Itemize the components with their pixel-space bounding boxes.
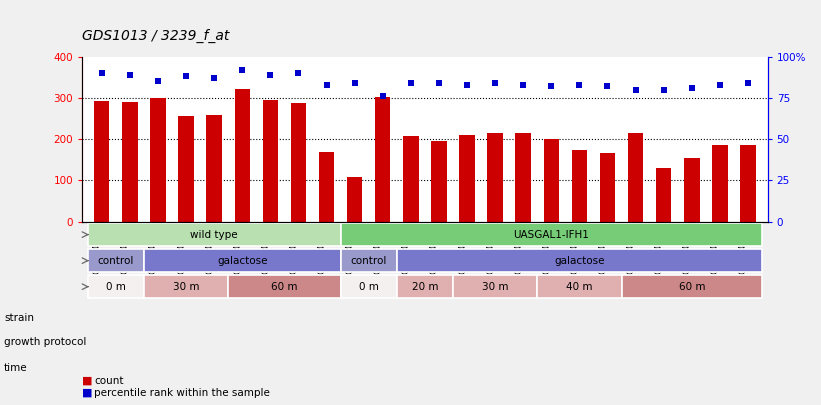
Bar — [178, 117, 194, 222]
Bar — [150, 98, 166, 222]
Point — [544, 83, 557, 90]
Text: control: control — [351, 256, 387, 266]
Point — [95, 70, 108, 77]
Point — [629, 86, 642, 93]
Point — [488, 80, 502, 86]
Bar — [628, 133, 644, 222]
Bar — [488, 133, 502, 222]
Text: percentile rank within the sample: percentile rank within the sample — [94, 388, 270, 398]
Bar — [144, 275, 228, 298]
Bar — [431, 141, 447, 222]
Point — [208, 75, 221, 81]
Point — [686, 85, 699, 91]
Point — [320, 81, 333, 88]
Bar — [684, 158, 699, 222]
Text: ■: ■ — [82, 388, 93, 398]
Bar — [453, 275, 537, 298]
Bar — [656, 168, 672, 222]
Bar — [347, 177, 362, 222]
Point — [123, 72, 136, 78]
Point — [461, 81, 474, 88]
Point — [292, 70, 305, 77]
Bar — [600, 153, 615, 222]
Bar — [741, 145, 755, 222]
Text: 60 m: 60 m — [678, 282, 705, 292]
Point — [601, 83, 614, 90]
Bar — [544, 139, 559, 222]
Bar — [88, 223, 341, 246]
Bar — [319, 151, 334, 222]
Bar — [206, 115, 222, 222]
Bar — [459, 134, 475, 222]
Point — [348, 80, 361, 86]
Text: GDS1013 / 3239_f_at: GDS1013 / 3239_f_at — [82, 28, 230, 43]
Text: galactose: galactose — [554, 256, 604, 266]
Text: 20 m: 20 m — [411, 282, 438, 292]
Bar — [537, 275, 621, 298]
Point — [264, 72, 277, 78]
Bar — [235, 89, 250, 222]
Point — [573, 81, 586, 88]
Bar — [228, 275, 341, 298]
Bar — [571, 150, 587, 222]
Text: 30 m: 30 m — [172, 282, 200, 292]
Text: growth protocol: growth protocol — [4, 337, 86, 347]
Point — [404, 80, 417, 86]
Bar — [341, 249, 397, 273]
Point — [713, 81, 727, 88]
Text: strain: strain — [4, 313, 34, 323]
Bar — [621, 275, 762, 298]
Bar — [341, 223, 762, 246]
Text: control: control — [98, 256, 134, 266]
Point — [657, 86, 670, 93]
Bar — [397, 249, 762, 273]
Point — [516, 81, 530, 88]
Text: 0 m: 0 m — [359, 282, 378, 292]
Bar — [263, 100, 278, 222]
Bar — [291, 103, 306, 222]
Bar — [403, 136, 419, 222]
Text: 60 m: 60 m — [271, 282, 298, 292]
Text: galactose: galactose — [217, 256, 268, 266]
Bar — [94, 101, 109, 222]
Bar — [122, 102, 138, 222]
Bar — [144, 249, 341, 273]
Point — [180, 73, 193, 80]
Bar — [375, 97, 391, 222]
Bar — [712, 145, 727, 222]
Point — [236, 67, 249, 73]
Bar — [341, 275, 397, 298]
Bar — [88, 275, 144, 298]
Text: 30 m: 30 m — [482, 282, 508, 292]
Text: UASGAL1-IFH1: UASGAL1-IFH1 — [513, 230, 589, 240]
Text: time: time — [4, 363, 28, 373]
Text: 0 m: 0 m — [106, 282, 126, 292]
Text: 40 m: 40 m — [566, 282, 593, 292]
Text: count: count — [94, 375, 124, 386]
Bar — [516, 133, 531, 222]
Text: wild type: wild type — [190, 230, 238, 240]
Point — [741, 80, 754, 86]
Text: ■: ■ — [82, 375, 93, 386]
Point — [376, 93, 389, 100]
Point — [433, 80, 446, 86]
Bar — [88, 249, 144, 273]
Bar — [397, 275, 453, 298]
Point — [151, 78, 164, 85]
